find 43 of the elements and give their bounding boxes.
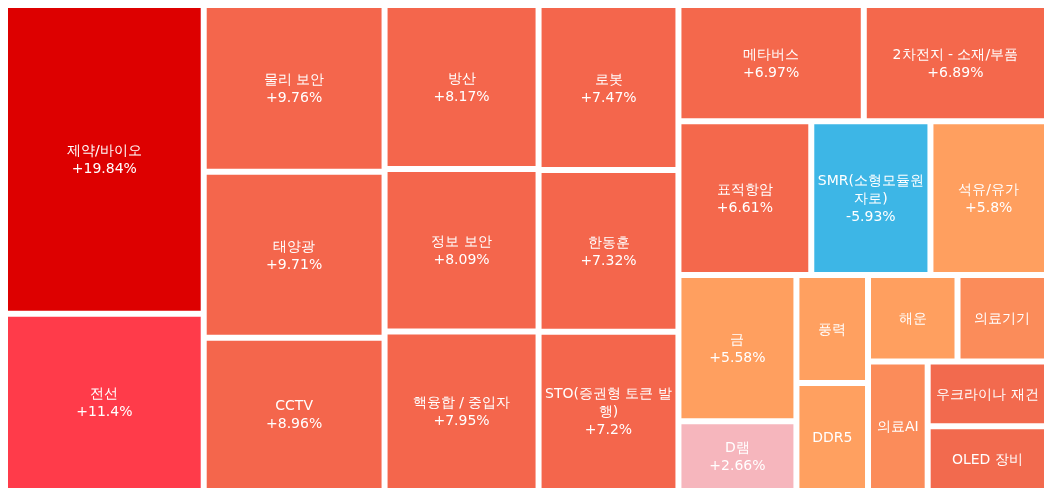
category-label: SMR(소형모듈원자로)	[817, 172, 924, 207]
category-label: CCTV	[275, 397, 314, 414]
category-label: 로봇	[594, 70, 623, 87]
data-label: +19.84%	[71, 160, 137, 177]
data-label: +6.89%	[927, 64, 984, 81]
category-label: D램	[725, 439, 750, 456]
data-label: +2.66%	[709, 457, 766, 474]
category-label: 해운	[898, 310, 927, 327]
data-label: -5.93%	[846, 208, 896, 225]
category-label: 전선	[90, 385, 119, 402]
category-label: 2차전지 - 소재/부품	[892, 46, 1019, 63]
data-label: +5.58%	[709, 349, 766, 366]
category-label: 의료AI	[876, 418, 919, 435]
category-label: OLED 장비	[951, 450, 1023, 467]
data-label: +6.97%	[743, 64, 800, 81]
category-label: 표적항암	[716, 181, 773, 198]
category-label: 우크라이나 재건	[936, 385, 1039, 402]
category-label: 한동훈	[587, 233, 630, 250]
category-label: 핵융합 / 중입자	[412, 394, 511, 411]
category-label: DDR5	[812, 429, 853, 446]
data-label: +7.47%	[580, 88, 637, 105]
data-label: +8.09%	[433, 251, 490, 268]
category-label: 석유/유가	[958, 181, 1020, 198]
category-label: 정보 보안	[431, 233, 492, 250]
data-label: +7.32%	[580, 251, 637, 268]
category-label: STO(증권형 토큰 발행)	[545, 385, 672, 420]
category-label: 메타버스	[743, 46, 800, 63]
category-label: 방산	[447, 70, 476, 86]
data-label: +7.2%	[584, 421, 633, 438]
data-label: +8.17%	[433, 88, 490, 104]
data-label: +9.76%	[266, 89, 323, 106]
category-label: 의료기기	[974, 310, 1031, 327]
category-label: 물리 보안	[263, 71, 325, 88]
category-label: 금	[730, 331, 745, 348]
data-label: +11.4%	[76, 403, 133, 420]
category-label: 풍력	[818, 321, 847, 338]
data-label: +5.8%	[965, 199, 1013, 216]
category-label: 제약/바이오	[67, 142, 142, 159]
data-label: +6.61%	[716, 199, 773, 216]
data-label: +9.71%	[266, 255, 323, 272]
category-label: 태양광	[273, 237, 316, 254]
data-label: +7.95%	[433, 412, 490, 429]
data-label: +8.96%	[266, 415, 323, 432]
